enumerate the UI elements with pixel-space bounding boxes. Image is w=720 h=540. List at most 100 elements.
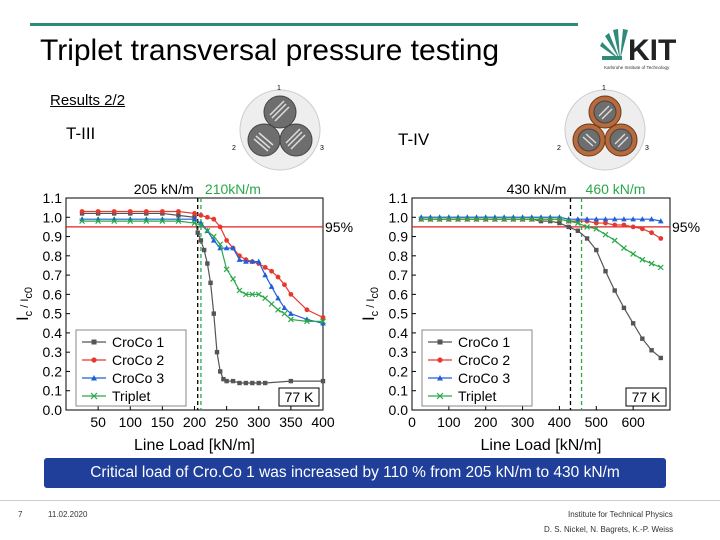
author-list: D. S. Nickel, N. Bagrets, K.-P. Weiss	[544, 525, 674, 534]
data-point	[143, 218, 150, 225]
slide-number: 7	[18, 510, 23, 519]
x-tick-label: 250	[215, 414, 239, 430]
y-tick-label: 0.0	[389, 402, 409, 418]
data-point	[556, 216, 563, 223]
legend-label: CroCo 1	[458, 334, 510, 350]
data-point	[501, 216, 508, 223]
legend-label: Triplet	[458, 388, 496, 404]
cable-label-1: 1	[602, 85, 606, 92]
y-axis-label-sub: c	[369, 310, 381, 316]
triplet-schematic-t3: 1 2 3	[232, 85, 324, 171]
series-triplet	[79, 218, 326, 325]
y-axis-label-sep: / I	[365, 299, 377, 311]
legend-marker	[436, 392, 444, 400]
data-point	[262, 295, 269, 302]
data-point	[574, 220, 581, 226]
cable-3	[604, 123, 638, 157]
y-tick-label: 0.4	[389, 325, 409, 341]
critical-load-label: 430 kN/m	[507, 181, 567, 197]
legend-label: CroCo 2	[112, 352, 164, 368]
data-point	[256, 380, 261, 386]
data-point	[658, 355, 663, 361]
cable-2	[572, 123, 606, 157]
triplet-schematic-t4: 1 2 3	[557, 85, 649, 171]
data-point	[648, 260, 655, 267]
data-point	[262, 380, 268, 386]
data-point	[268, 283, 275, 289]
data-point	[602, 231, 609, 238]
y-tick-label: 0.2	[389, 363, 409, 379]
data-point	[198, 238, 204, 243]
series-triplet	[418, 216, 664, 271]
institute-name: Institute for Technical Physics	[568, 510, 673, 519]
data-point	[621, 245, 627, 252]
x-tick-label: 300	[247, 414, 271, 430]
data-point	[612, 288, 617, 293]
sample-label-t3: T-III	[66, 124, 96, 143]
y-tick-label: 0.6	[43, 286, 63, 302]
cable-1	[588, 95, 622, 129]
data-point	[95, 218, 102, 225]
data-point	[159, 209, 165, 214]
legend-marker	[437, 357, 443, 363]
data-point	[649, 230, 654, 236]
data-point	[249, 258, 256, 264]
y-tick-label: 0.2	[43, 363, 63, 379]
data-point	[658, 236, 664, 241]
y-tick-label: 0.5	[43, 306, 63, 322]
data-point	[262, 272, 268, 278]
footer-divider	[0, 500, 720, 501]
data-point	[427, 216, 434, 223]
y-tick-label: 0.7	[43, 267, 63, 283]
data-point	[593, 220, 599, 226]
x-axis-label: Line Load [kN/m]	[134, 437, 255, 454]
y-tick-label: 1.0	[43, 209, 63, 225]
temperature-label: 77 K	[285, 389, 314, 405]
y-tick-label: 0.1	[43, 383, 63, 399]
x-tick-label: 100	[119, 414, 143, 430]
data-point	[648, 216, 655, 222]
data-point	[621, 305, 627, 311]
cable-label-1: 1	[277, 85, 281, 92]
data-point	[630, 216, 636, 222]
legend: CroCo 1 CroCo 2 CroCo 3 Triplet	[421, 329, 533, 407]
data-point	[269, 268, 274, 274]
x-tick-label: 200	[474, 414, 498, 430]
data-point	[217, 241, 224, 248]
data-point	[275, 306, 281, 313]
data-point	[584, 236, 590, 241]
data-point	[208, 280, 213, 285]
data-point	[473, 216, 480, 223]
data-point	[510, 216, 517, 223]
data-point	[612, 222, 618, 228]
y-tick-label: 0.1	[389, 383, 409, 399]
data-point	[210, 237, 217, 243]
page-title: Triplet transversal pressure testing	[40, 34, 500, 67]
data-point	[198, 222, 204, 228]
data-point	[214, 349, 220, 355]
data-point	[288, 378, 294, 384]
x-tick-label: 350	[279, 414, 303, 430]
y-tick-label: 0.3	[43, 344, 63, 360]
y-axis-label-sub: c	[23, 310, 35, 316]
data-point	[288, 310, 294, 316]
data-point	[287, 316, 294, 323]
data-point	[230, 276, 236, 282]
y-tick-label: 0.9	[43, 229, 63, 245]
y-axis-label-sub: c0	[369, 287, 381, 299]
data-point	[557, 220, 562, 226]
data-point	[230, 245, 236, 251]
x-tick-label: 600	[621, 414, 645, 430]
y-axis-label: Ic / Ic0	[13, 287, 35, 321]
x-tick-label: 400	[548, 414, 572, 430]
data-point	[268, 301, 275, 307]
data-point	[191, 220, 198, 226]
data-point	[211, 216, 217, 222]
data-point	[611, 237, 618, 244]
threshold-label: 95%	[325, 219, 353, 235]
y-tick-label: 1.1	[43, 190, 63, 206]
data-point	[630, 250, 637, 257]
legend-marker	[437, 339, 443, 345]
legend-label: CroCo 3	[458, 370, 510, 386]
data-point	[79, 209, 85, 214]
